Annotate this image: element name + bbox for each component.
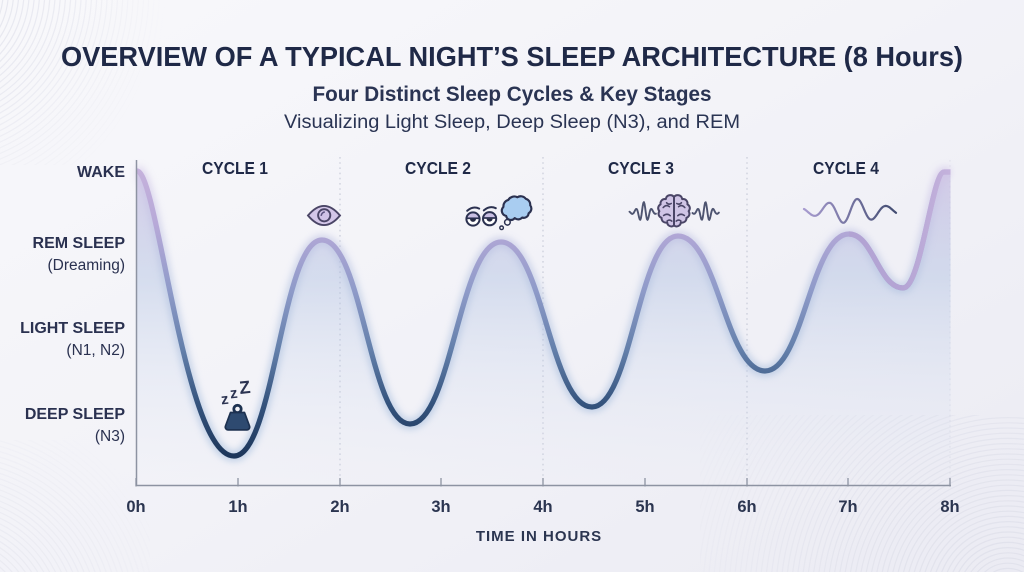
svg-text:(N3): (N3): [95, 428, 125, 445]
svg-text:8h: 8h: [940, 498, 959, 516]
svg-text:6h: 6h: [737, 498, 756, 516]
svg-text:OVERVIEW OF A TYPICAL NIGHT’S: OVERVIEW OF A TYPICAL NIGHT’S SLEEP ARCH…: [61, 41, 963, 72]
svg-text:z: z: [220, 391, 229, 409]
svg-text:CYCLE 4: CYCLE 4: [813, 158, 879, 178]
svg-text:Visualizing Light Sleep, Deep: Visualizing Light Sleep, Deep Sleep (N3)…: [284, 112, 740, 133]
svg-text:2h: 2h: [330, 498, 349, 516]
svg-text:LIGHT SLEEP: LIGHT SLEEP: [20, 320, 125, 337]
svg-text:CYCLE 2: CYCLE 2: [405, 158, 471, 178]
svg-text:TIME IN HOURS: TIME IN HOURS: [476, 528, 602, 545]
svg-text:4h: 4h: [533, 498, 552, 516]
svg-text:5h: 5h: [635, 498, 654, 516]
svg-text:CYCLE 3: CYCLE 3: [608, 158, 674, 178]
svg-text:CYCLE 1: CYCLE 1: [202, 158, 268, 178]
svg-text:DEEP SLEEP: DEEP SLEEP: [25, 406, 126, 423]
svg-text:0h: 0h: [126, 498, 145, 516]
svg-text:z: z: [229, 385, 238, 403]
svg-text:WAKE: WAKE: [77, 164, 125, 181]
svg-text:(Dreaming): (Dreaming): [47, 257, 125, 274]
svg-text:REM SLEEP: REM SLEEP: [33, 235, 126, 252]
svg-text:1h: 1h: [228, 498, 247, 516]
svg-text:Z: Z: [238, 377, 251, 398]
svg-text:Four Distinct Sleep Cycles & K: Four Distinct Sleep Cycles & Key Stages: [313, 83, 712, 106]
svg-text:7h: 7h: [838, 498, 857, 516]
svg-text:3h: 3h: [431, 498, 450, 516]
svg-text:(N1, N2): (N1, N2): [66, 342, 125, 359]
